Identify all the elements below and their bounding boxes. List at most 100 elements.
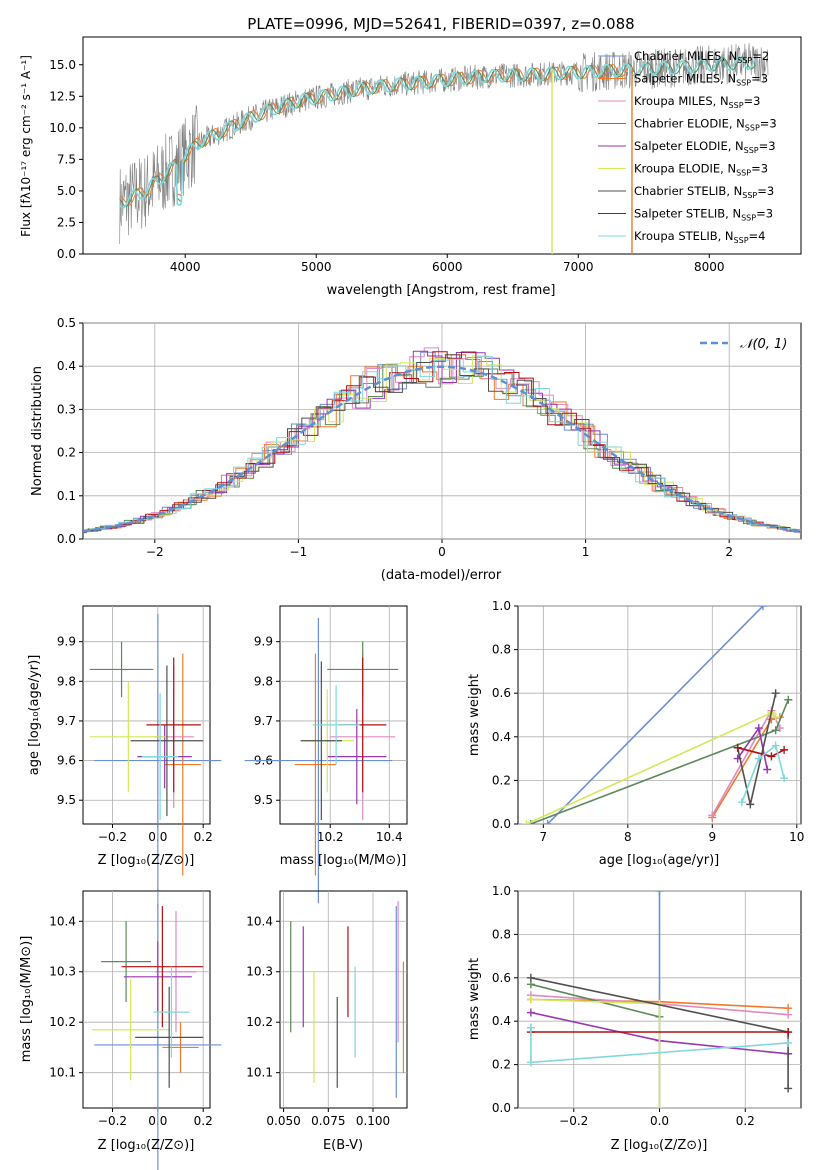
y-tick-label: 10.3 xyxy=(246,965,273,979)
legend-suffix: =2 xyxy=(752,49,769,63)
y-tick-label: 9.7 xyxy=(254,714,273,728)
spectrum-xlabel: wavelength [Angstrom, rest frame] xyxy=(327,283,556,298)
y-tick-label: 9.9 xyxy=(254,635,273,649)
legend-suffix: =3 xyxy=(760,117,777,131)
weight-z-plot: −0.2 0.0 0.2 0.0 0.2 0.4 0.6 0.8 1.0 xyxy=(492,884,801,1128)
weight-marker xyxy=(784,1028,793,1037)
x-tick-label: 2 xyxy=(725,545,733,559)
y-tick-label: 0.0 xyxy=(492,817,511,831)
x-tick-label: 7 xyxy=(540,830,548,844)
legend-text: Salpeter STELIB, N xyxy=(634,207,741,221)
x-tick-label: 0 xyxy=(438,545,446,559)
legend-subscript: SSP xyxy=(741,214,756,223)
legend-text: Chabrier STELIB, N xyxy=(634,184,742,198)
legend-subscript: SSP xyxy=(742,191,757,200)
y-tick-label: 15.0 xyxy=(49,58,76,72)
y-tick-label: 9.7 xyxy=(57,714,76,728)
y-tick-label: 10.1 xyxy=(49,1066,76,1080)
legend-subscript: SSP xyxy=(734,236,749,245)
weight-marker xyxy=(754,724,763,733)
weight-marker xyxy=(526,995,535,1004)
y-tick-label: 9.5 xyxy=(57,793,76,807)
weight-age-xlabel: age [log₁₀(age/yr)] xyxy=(599,853,720,868)
y-tick-label: 5.0 xyxy=(57,184,76,198)
legend-label: Kroupa MILES, NSSP=3 xyxy=(634,94,760,110)
normal-curve xyxy=(83,365,801,533)
weight-marker xyxy=(754,754,763,763)
residual-histogram-step xyxy=(83,354,801,534)
x-tick-label: 10.4 xyxy=(376,830,403,844)
weight-age-frame xyxy=(517,605,802,825)
y-tick-label: 10.3 xyxy=(49,965,76,979)
x-tick-label: 0.2 xyxy=(194,830,213,844)
weight-z-xlabel: Z [log₁₀(Z/Z⊙)] xyxy=(611,1138,708,1153)
weight-marker xyxy=(526,1008,535,1017)
mass-ebv-xlabel: E(B-V) xyxy=(323,1138,363,1153)
legend-subscript: SSP xyxy=(736,169,751,178)
y-tick-label: 9.9 xyxy=(57,635,76,649)
weight-marker xyxy=(780,745,789,754)
legend-suffix: =4 xyxy=(749,229,766,243)
y-tick-label: 9.5 xyxy=(254,793,273,807)
legend-suffix: =3 xyxy=(757,184,774,198)
residual-histogram-step xyxy=(83,355,801,533)
x-tick-label: 9 xyxy=(708,830,716,844)
weight-marker xyxy=(655,1104,664,1108)
weight-age-plot: 7 8 9 10 0.0 0.2 0.4 0.6 0.8 1.0 xyxy=(492,599,805,844)
x-tick-label: 10 xyxy=(789,830,804,844)
legend-label: Chabrier STELIB, NSSP=3 xyxy=(634,184,774,200)
spectrum-ylabel: Flux [fλ10⁻¹⁷ erg cm⁻² s⁻¹ A⁻¹] xyxy=(19,55,33,237)
x-tick-label: 10.2 xyxy=(317,830,344,844)
mass-ebv-plot: 0.050 0.075 0.100 10.1 10.2 10.3 10.4 xyxy=(246,891,407,1128)
weight-z-ylabel: mass weight xyxy=(467,958,482,1040)
weight-lines xyxy=(522,606,793,824)
legend-suffix: =3 xyxy=(751,162,768,176)
x-tick-label: 6000 xyxy=(432,260,463,274)
weight-marker xyxy=(758,606,767,610)
y-tick-label: 9.6 xyxy=(57,754,76,768)
mass-z-xlabel: Z [log₁₀(Z/Z⊙)] xyxy=(98,1138,195,1153)
x-tick-label: 0.2 xyxy=(194,1114,213,1128)
y-tick-label: 0.8 xyxy=(492,643,511,657)
age-z-xlabel: Z [log₁₀(Z/Z⊙)] xyxy=(98,853,195,868)
residual-xlabel: (data-model)/error xyxy=(381,568,502,583)
x-tick-label: 0.050 xyxy=(266,1114,300,1128)
legend-suffix: =3 xyxy=(759,139,776,153)
residual-panel: −2 −1 0 1 2 0.0 0.1 0.2 0.3 0.4 0.5 (data-model)/e… xyxy=(30,316,802,583)
legend-label: Salpeter ELODIE, NSSP=3 xyxy=(634,139,776,155)
age-z-ylabel: age [log₁₀(age/yr)] xyxy=(27,655,42,776)
x-tick-label: −0.2 xyxy=(559,1114,588,1128)
y-tick-label: 0.4 xyxy=(492,730,511,744)
y-tick-label: 0.0 xyxy=(492,1101,511,1115)
y-tick-label: 10.4 xyxy=(49,914,76,928)
mass-z-panel: −0.2 0.0 0.210.110.210.310.4 Z [log₁₀(Z/Z⊙… xyxy=(19,890,222,1170)
y-tick-label: 0.2 xyxy=(492,773,511,787)
weight-marker xyxy=(763,765,772,774)
spectrum-frame xyxy=(82,36,802,255)
histograms xyxy=(83,347,801,534)
y-tick-label: 12.5 xyxy=(49,89,76,103)
y-tick-label: 0.5 xyxy=(57,316,76,330)
x-tick-label: 1 xyxy=(582,545,590,559)
spectrum-plot: 4000 5000 6000 7000 8000 0.0 2.5 5.0 7.5 10.0 12.5… xyxy=(49,43,769,274)
legend-suffix: =3 xyxy=(756,207,773,221)
model-spectrum-line xyxy=(119,56,756,209)
mass-ebv-frame xyxy=(279,890,408,1109)
y-tick-label: 0.1 xyxy=(57,489,76,503)
weight-marker xyxy=(771,689,780,698)
x-tick-label: 7000 xyxy=(563,260,594,274)
weight-z-panel: −0.2 0.0 0.2 0.0 0.2 0.4 0.6 0.8 1.0 Z [log₁₀(Z/… xyxy=(467,884,802,1153)
weight-age-panel: 7 8 9 10 0.0 0.2 0.4 0.6 0.8 1.0 age [log₁₀(age/y… xyxy=(467,599,804,868)
y-tick-label: 9.8 xyxy=(254,674,273,688)
x-tick-label: 0.0 xyxy=(650,1114,669,1128)
y-tick-label: 10.2 xyxy=(49,1015,76,1029)
x-tick-label: −1 xyxy=(290,545,308,559)
residual-histogram-step xyxy=(83,351,801,533)
legend-subscript: SSP xyxy=(736,79,751,88)
x-tick-label: 0.075 xyxy=(311,1114,345,1128)
weight-marker xyxy=(526,1058,535,1067)
mass-z-ylabel: mass [log₁₀(M/M⊙)] xyxy=(19,936,34,1063)
spectrum-panel: 4000 5000 6000 7000 8000 0.0 2.5 5.0 7.5 10.0 12.5… xyxy=(19,36,802,298)
